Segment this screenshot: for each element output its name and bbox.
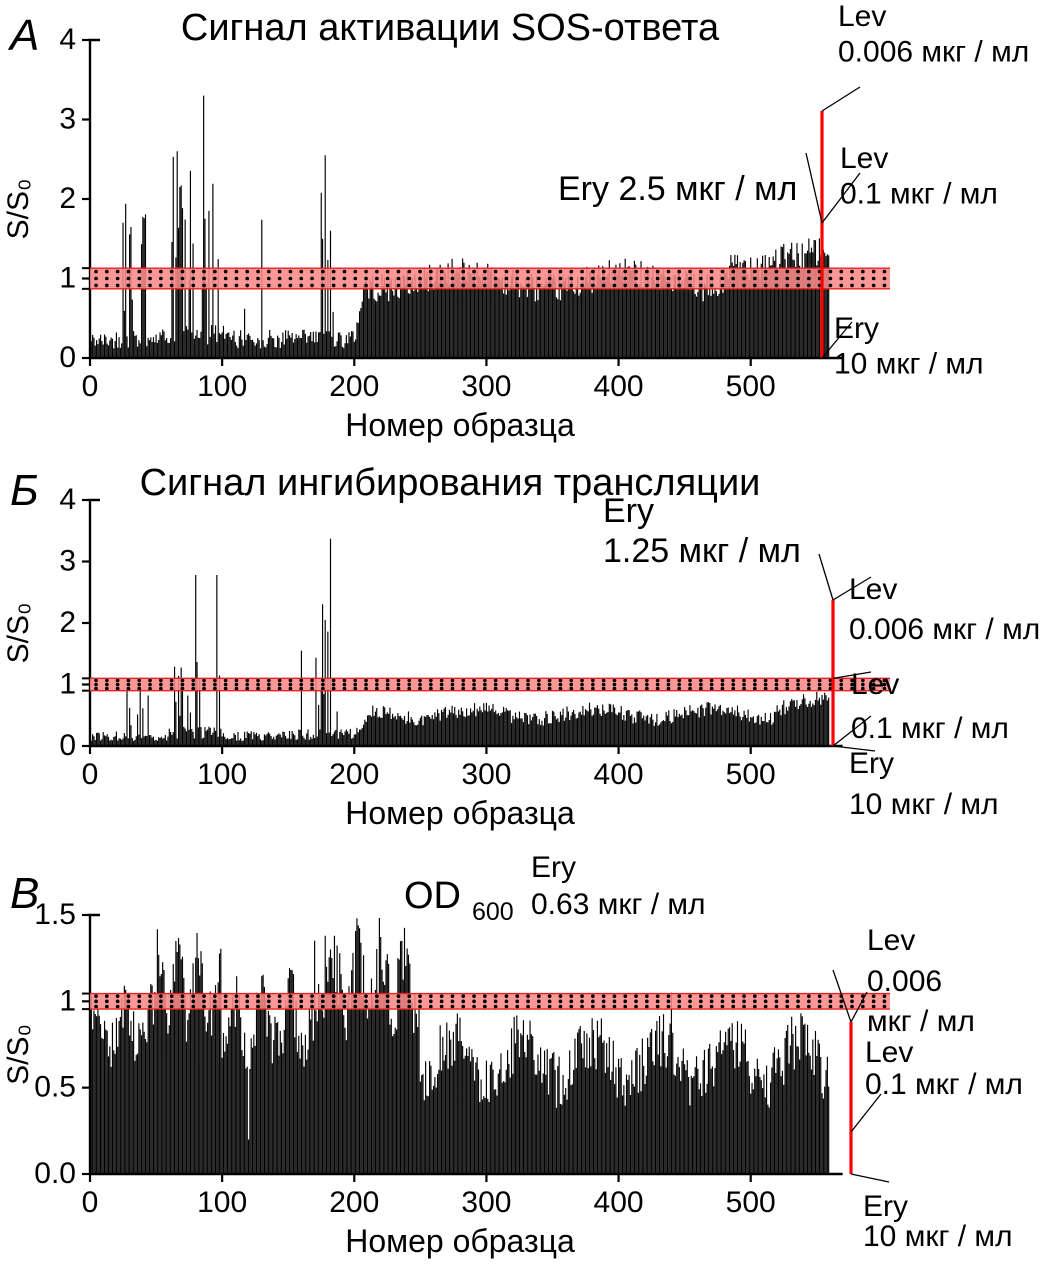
svg-text:Ery: Ery: [603, 492, 654, 530]
svg-text:0: 0: [59, 729, 76, 762]
svg-text:500: 500: [726, 1186, 776, 1219]
svg-text:1.5: 1.5: [34, 898, 76, 931]
svg-text:200: 200: [329, 758, 379, 791]
svg-text:В: В: [10, 869, 39, 918]
svg-text:200: 200: [329, 1186, 379, 1219]
svg-text:1: 1: [59, 668, 76, 701]
svg-text:Номер образца: Номер образца: [345, 1223, 575, 1259]
svg-text:500: 500: [726, 370, 776, 403]
svg-text:0: 0: [59, 341, 76, 374]
svg-text:4: 4: [59, 23, 76, 56]
svg-text:0.1 мкг / мл: 0.1 мкг / мл: [840, 177, 998, 210]
svg-text:Lev: Lev: [865, 1036, 913, 1069]
svg-text:0: 0: [82, 758, 99, 791]
svg-text:Lev: Lev: [867, 924, 915, 957]
svg-text:Lev: Lev: [851, 668, 899, 701]
svg-text:10 мкг / мл: 10 мкг / мл: [863, 1220, 1013, 1253]
svg-text:Б: Б: [10, 466, 39, 515]
svg-text:Ery: Ery: [863, 1190, 908, 1223]
svg-text:300: 300: [461, 758, 511, 791]
svg-text:3: 3: [59, 545, 76, 578]
svg-text:400: 400: [594, 1186, 644, 1219]
svg-text:Ery: Ery: [849, 747, 894, 780]
svg-text:1: 1: [59, 984, 76, 1017]
svg-text:400: 400: [594, 758, 644, 791]
svg-text:Ery: Ery: [834, 312, 879, 345]
svg-text:2: 2: [59, 182, 76, 215]
svg-text:Сигнал активации SOS-ответа: Сигнал активации SOS-ответа: [181, 7, 720, 49]
svg-text:2: 2: [59, 606, 76, 639]
svg-text:Номер образца: Номер образца: [345, 407, 575, 443]
svg-text:300: 300: [461, 370, 511, 403]
svg-text:0: 0: [82, 1186, 99, 1219]
svg-text:S/S₀: S/S₀: [2, 603, 35, 664]
svg-text:OD: OD: [404, 875, 461, 917]
svg-text:1: 1: [59, 262, 76, 295]
svg-text:0.63 мкг / мл: 0.63 мкг / мл: [531, 888, 706, 921]
svg-text:0.006: 0.006: [867, 965, 942, 998]
svg-text:Lev: Lev: [840, 142, 888, 175]
svg-text:10 мкг / мл: 10 мкг / мл: [834, 347, 984, 380]
svg-text:4: 4: [59, 483, 76, 516]
svg-text:0.006 мкг / мл: 0.006 мкг / мл: [838, 35, 1029, 68]
svg-text:0.1 мкг / мл: 0.1 мкг / мл: [865, 1068, 1023, 1101]
svg-text:100: 100: [197, 1186, 247, 1219]
svg-text:1.25 мкг / мл: 1.25 мкг / мл: [603, 532, 801, 570]
svg-text:400: 400: [594, 370, 644, 403]
svg-text:Ery 2.5 мкг / мл: Ery 2.5 мкг / мл: [558, 170, 797, 208]
svg-text:0: 0: [82, 370, 99, 403]
svg-text:Сигнал ингибирования трансляци: Сигнал ингибирования трансляции: [140, 462, 761, 504]
svg-text:S/S₀: S/S₀: [2, 179, 35, 240]
svg-text:500: 500: [726, 758, 776, 791]
svg-text:100: 100: [197, 370, 247, 403]
svg-text:10 мкг / мл: 10 мкг / мл: [849, 788, 999, 821]
svg-text:3: 3: [59, 103, 76, 136]
svg-text:S/S₀: S/S₀: [2, 1024, 35, 1085]
svg-text:0.1 мкг / мл: 0.1 мкг / мл: [851, 712, 1009, 745]
svg-text:0.5: 0.5: [34, 1071, 76, 1104]
svg-text:600: 600: [472, 898, 514, 926]
svg-text:100: 100: [197, 758, 247, 791]
svg-text:Ery: Ery: [531, 851, 576, 884]
svg-text:0.006 мкг / мл: 0.006 мкг / мл: [849, 613, 1040, 646]
svg-text:мкг / мл: мкг / мл: [867, 1005, 975, 1038]
svg-text:Номер образца: Номер образца: [345, 795, 575, 831]
svg-text:200: 200: [329, 370, 379, 403]
svg-text:Lev: Lev: [849, 573, 897, 606]
svg-text:0.0: 0.0: [34, 1157, 76, 1190]
svg-text:A: A: [7, 11, 39, 60]
svg-text:300: 300: [461, 1186, 511, 1219]
svg-text:Lev: Lev: [838, 0, 886, 33]
